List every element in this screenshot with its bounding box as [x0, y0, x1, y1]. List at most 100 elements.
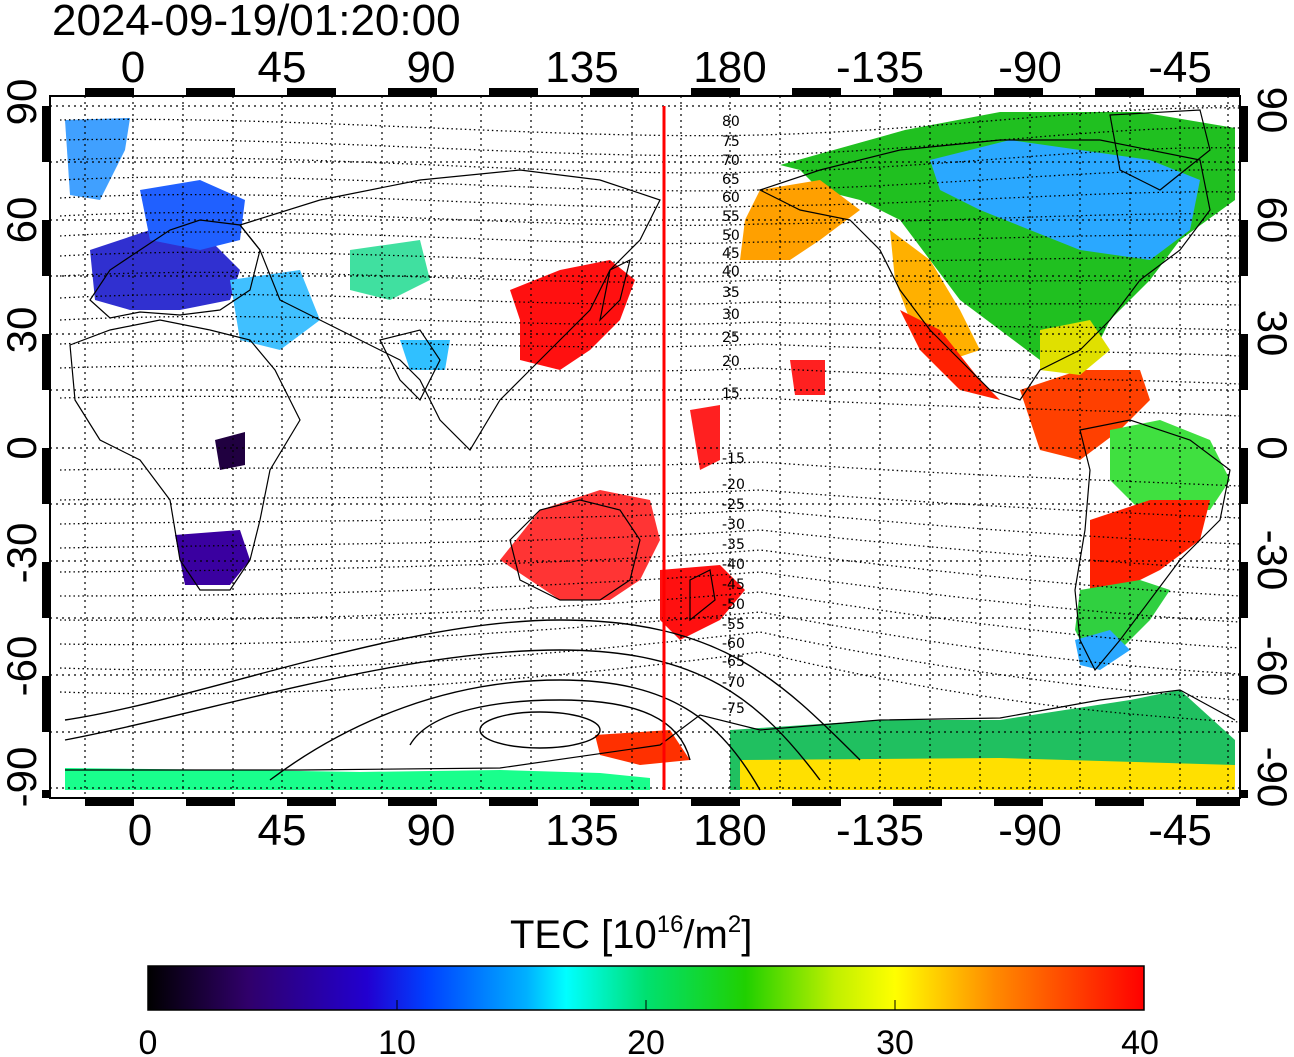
tick-label: -30 [0, 523, 45, 584]
tec-region-antarctic-west [65, 768, 650, 790]
tec-region-middle-east [230, 270, 320, 350]
tick-label: 0 [1249, 436, 1294, 459]
contour-label: -65 [722, 654, 745, 670]
tick-label: -30 [1249, 530, 1294, 591]
tick-label: 45 [258, 43, 307, 92]
contour-label: -75 [722, 701, 745, 717]
contour-label: 60 [722, 190, 740, 206]
top-longitude-ticks: 0 45 90 135 180 -135 -90 -45 [121, 43, 1212, 92]
contour-label: 50 [722, 228, 740, 244]
colorbar-tick: 20 [627, 1024, 665, 1057]
frame-ticks [42, 88, 1248, 806]
tec-region-canada [930, 140, 1200, 260]
tick-label: -90 [998, 43, 1062, 92]
contour-label: -50 [722, 597, 745, 613]
tec-region-europe [90, 230, 240, 310]
contour-label: 75 [722, 134, 740, 150]
tick-label: 90 [0, 79, 45, 126]
tec-region-south-america-north [1110, 420, 1230, 510]
antarctica-outline [65, 689, 1236, 771]
contour-label: -20 [722, 477, 745, 493]
magnetic-latitude-contours [59, 107, 1240, 723]
tec-region-india [400, 340, 450, 370]
tick-label: 90 [407, 806, 456, 855]
tick-label: 60 [1249, 197, 1294, 244]
tec-region-hawaii [790, 360, 825, 395]
greenland-outline [1109, 109, 1211, 191]
south-america-outline [1074, 419, 1231, 672]
japan-outline [599, 258, 631, 322]
tec-region-central-africa [215, 432, 245, 470]
tec-region-central-asia [350, 240, 430, 300]
colorbar: TEC [1016/m2] 0 10 20 30 40 [139, 911, 1159, 1057]
tick-label: 135 [545, 43, 618, 92]
new-zealand-outline [689, 569, 716, 622]
tec-region-pacific-south [690, 405, 720, 470]
tick-label: 180 [693, 43, 766, 92]
africa-outline [69, 319, 301, 591]
tick-label: 135 [545, 806, 618, 855]
map-plot-area: 80 75 70 65 60 55 50 45 40 35 30 25 20 15 -15 -20 -25 -30… [50, 96, 1240, 798]
tick-label: 30 [0, 307, 45, 354]
colorbar-title: TEC [1016/m2] [510, 911, 752, 957]
contour-label: 15 [722, 386, 740, 402]
tick-label: 90 [407, 43, 456, 92]
asia-outline [238, 169, 661, 451]
tick-label: -90 [0, 747, 45, 808]
coastlines [65, 109, 1236, 771]
bottom-longitude-ticks: 0 45 90 135 180 -135 -90 -45 [128, 806, 1212, 855]
contour-label: 30 [722, 307, 740, 323]
tec-region-greenland-west [65, 118, 130, 200]
contour-label: 25 [722, 330, 740, 346]
colorbar-tick: 10 [378, 1024, 416, 1057]
tick-label: 0 [0, 436, 45, 459]
contour-label: -60 [722, 636, 745, 652]
tec-region-mexico [900, 310, 1000, 400]
north-america-outline [758, 139, 1211, 401]
australia-outline [509, 499, 641, 601]
tick-label: -60 [0, 636, 45, 697]
contour-label: 40 [722, 264, 740, 280]
tec-region-caribbean [1020, 370, 1150, 460]
contour-label: -45 [722, 577, 745, 593]
map-frame [49, 95, 1241, 799]
contour-label: -15 [722, 451, 745, 467]
contour-label: -25 [722, 497, 745, 513]
contour-label: 45 [722, 246, 740, 262]
tick-label: 60 [0, 197, 45, 244]
contour-label: 20 [722, 354, 740, 370]
right-latitude-ticks: 90 60 30 0 -30 -60 -90 [1249, 87, 1294, 808]
colorbar-tick: 30 [876, 1024, 914, 1057]
tick-label: -135 [836, 806, 924, 855]
tick-label: 90 [1249, 87, 1294, 134]
tick-label: 180 [693, 806, 766, 855]
tec-data-overlay [65, 112, 1235, 790]
tick-label: -90 [1249, 747, 1294, 808]
contour-labels: 80 75 70 65 60 55 50 45 40 35 30 25 20 15 -15 -20 -25 -30… [722, 114, 745, 717]
contour-label: -30 [722, 517, 745, 533]
tick-label: -135 [836, 43, 924, 92]
tec-region-antarctic-east-yellow [740, 758, 1235, 790]
contour-label: 80 [722, 114, 740, 130]
tec-region-patagonia [1075, 630, 1130, 670]
tick-label: -60 [1249, 636, 1294, 697]
south-pole-contours [64, 619, 861, 791]
india-outline [379, 329, 441, 402]
colorbar-tick: 40 [1121, 1024, 1159, 1057]
tick-label: -45 [1148, 43, 1212, 92]
contour-label: -40 [722, 557, 745, 573]
contour-label: 65 [722, 172, 740, 188]
map-grid [50, 96, 1240, 798]
tick-label: -45 [1148, 806, 1212, 855]
contour-label: -55 [722, 617, 745, 633]
tick-label: 0 [128, 806, 152, 855]
contour-label: 35 [722, 285, 740, 301]
tec-region-australia [500, 490, 660, 600]
tec-region-japan-china [510, 260, 635, 370]
contour-label: -70 [722, 675, 745, 691]
contour-label: 70 [722, 153, 740, 169]
tick-label: -90 [998, 806, 1062, 855]
left-latitude-ticks: 90 60 30 0 -30 -60 -90 [0, 79, 45, 808]
tec-region-south-africa [175, 530, 250, 585]
